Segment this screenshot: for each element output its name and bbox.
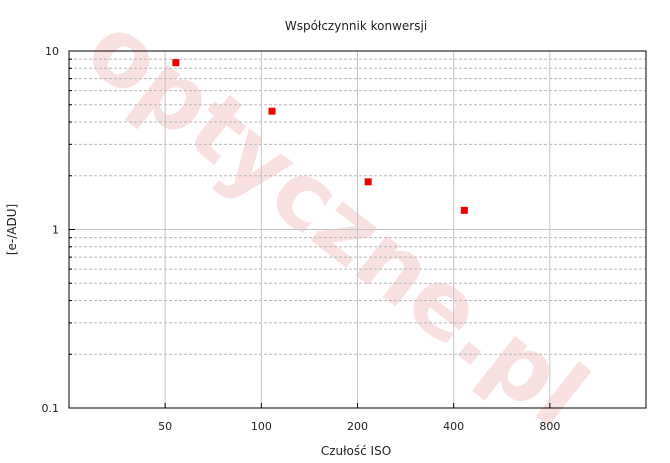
y-tick-label: 1 [52, 224, 59, 237]
x-tick-label: 100 [251, 420, 272, 433]
data-point [364, 178, 372, 186]
x-tick-label: 800 [539, 420, 560, 433]
data-point [268, 107, 276, 115]
x-axis-label: Czułość ISO [321, 444, 391, 458]
chart-title: Współczynnik konwersji [285, 19, 427, 33]
y-tick-label: 10 [45, 45, 59, 58]
data-point [172, 59, 180, 67]
y-axis-label: [e-/ADU] [5, 204, 19, 255]
x-tick-label: 200 [347, 420, 368, 433]
data-point [460, 206, 468, 214]
x-tick-label: 400 [443, 420, 464, 433]
x-tick-label: 50 [158, 420, 172, 433]
y-tick-label: 0.1 [42, 402, 60, 415]
watermark: optyczne.pl [67, 0, 607, 448]
